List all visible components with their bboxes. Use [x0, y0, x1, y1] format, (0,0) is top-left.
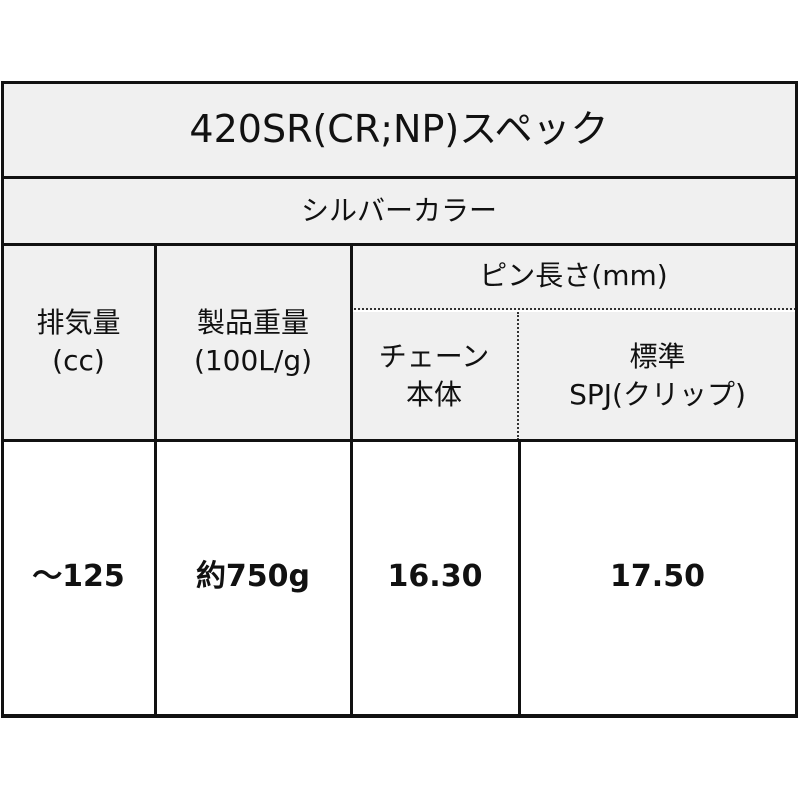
- header-weight-label: 製品重量: [196, 306, 309, 340]
- header-chain-body-line2: 本体: [405, 378, 462, 411]
- cell-standard: 17.50: [519, 440, 796, 715]
- header-displacement-label: 排気量: [36, 306, 121, 340]
- header-chain-body-line1: チェーン: [378, 340, 490, 374]
- divider: [518, 439, 521, 716]
- header-pin-length: ピン長さ(mm): [351, 244, 796, 310]
- header-displacement-unit: (cc): [52, 344, 105, 377]
- table-title: 420SR(CR;NP)スペック: [2, 82, 796, 177]
- divider: [154, 243, 157, 716]
- border-right: [795, 81, 798, 718]
- divider: [1, 439, 798, 442]
- table-subtitle: シルバーカラー: [2, 177, 796, 244]
- border-left: [1, 81, 4, 718]
- cell-displacement: ～125: [2, 440, 155, 715]
- header-chain-body: チェーン 本体: [351, 312, 519, 440]
- cell-weight: 約750g: [155, 440, 351, 715]
- header-standard-line1: 標準: [629, 340, 686, 374]
- cell-chain-body: 16.30: [351, 440, 519, 715]
- divider: [1, 176, 798, 179]
- divider: [350, 243, 353, 716]
- header-displacement: 排気量 (cc): [2, 244, 155, 440]
- border-top: [1, 81, 798, 84]
- header-weight: 製品重量 (100L/g): [155, 244, 351, 440]
- border-bottom: [1, 714, 798, 718]
- header-standard-line2: SPJ(クリップ): [569, 378, 746, 411]
- header-weight-unit: (100L/g): [193, 344, 313, 377]
- header-standard: 標準 SPJ(クリップ): [519, 312, 796, 440]
- divider: [1, 243, 798, 246]
